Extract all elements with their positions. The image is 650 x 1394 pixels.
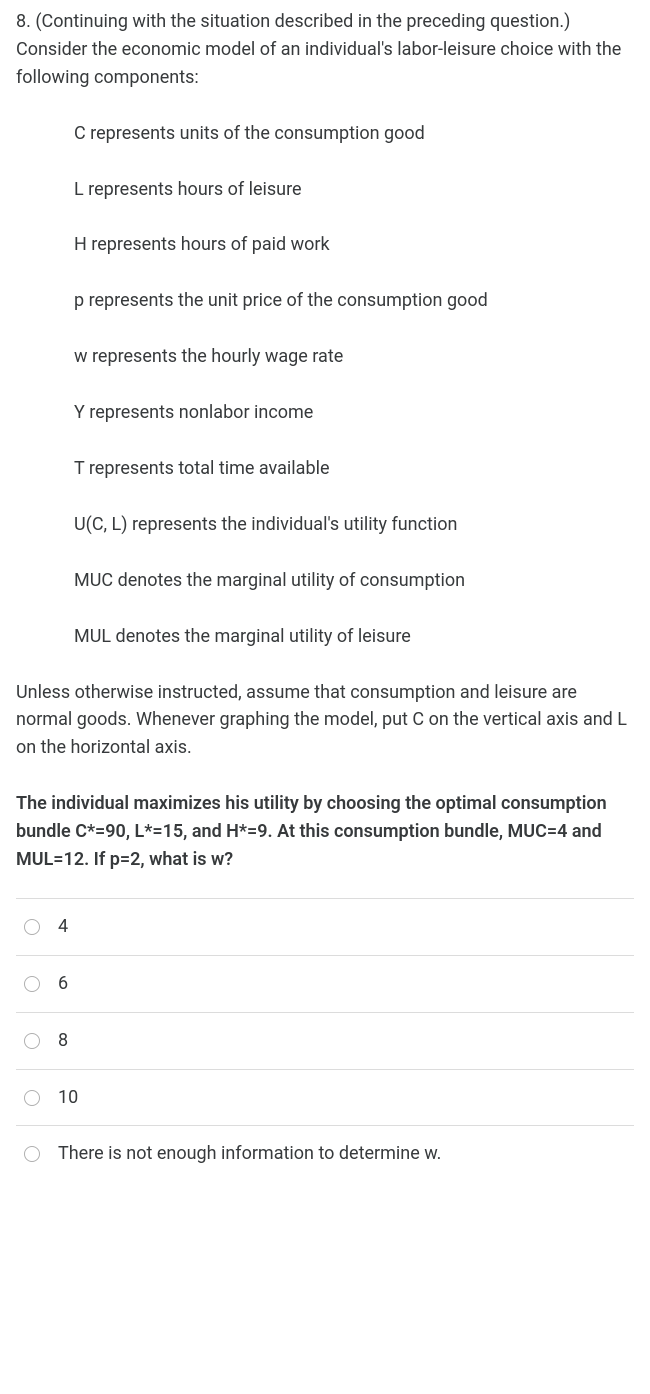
radio-icon	[24, 976, 40, 992]
definition-line: T represents total time available	[16, 455, 634, 483]
definition-line: p represents the unit price of the consu…	[16, 287, 634, 315]
option-label: There is not enough information to deter…	[58, 1140, 441, 1168]
option-label: 6	[58, 970, 68, 998]
definitions-block: C represents units of the consumption go…	[16, 120, 634, 651]
definition-line: w represents the hourly wage rate	[16, 343, 634, 371]
option-0[interactable]: 4	[16, 899, 634, 956]
radio-icon	[24, 919, 40, 935]
definition-line: L represents hours of leisure	[16, 176, 634, 204]
definition-line: U(C, L) represents the individual's util…	[16, 511, 634, 539]
option-2[interactable]: 8	[16, 1013, 634, 1070]
option-label: 4	[58, 913, 68, 941]
options-list: 4 6 8 10 There is not enough information…	[16, 898, 634, 1182]
question-prompt: The individual maximizes his utility by …	[16, 790, 634, 874]
option-label: 8	[58, 1027, 68, 1055]
option-1[interactable]: 6	[16, 956, 634, 1013]
option-3[interactable]: 10	[16, 1070, 634, 1127]
radio-icon	[24, 1090, 40, 1106]
definition-line: MUL denotes the marginal utility of leis…	[16, 623, 634, 651]
option-label: 10	[58, 1084, 78, 1112]
definition-line: H represents hours of paid work	[16, 231, 634, 259]
definition-line: C represents units of the consumption go…	[16, 120, 634, 148]
definition-line: MUC denotes the marginal utility of cons…	[16, 567, 634, 595]
question-instructions: Unless otherwise instructed, assume that…	[16, 679, 634, 763]
radio-icon	[24, 1146, 40, 1162]
option-4[interactable]: There is not enough information to deter…	[16, 1126, 634, 1182]
definition-line: Y represents nonlabor income	[16, 399, 634, 427]
radio-icon	[24, 1033, 40, 1049]
question-intro: 8. (Continuing with the situation descri…	[16, 8, 634, 92]
